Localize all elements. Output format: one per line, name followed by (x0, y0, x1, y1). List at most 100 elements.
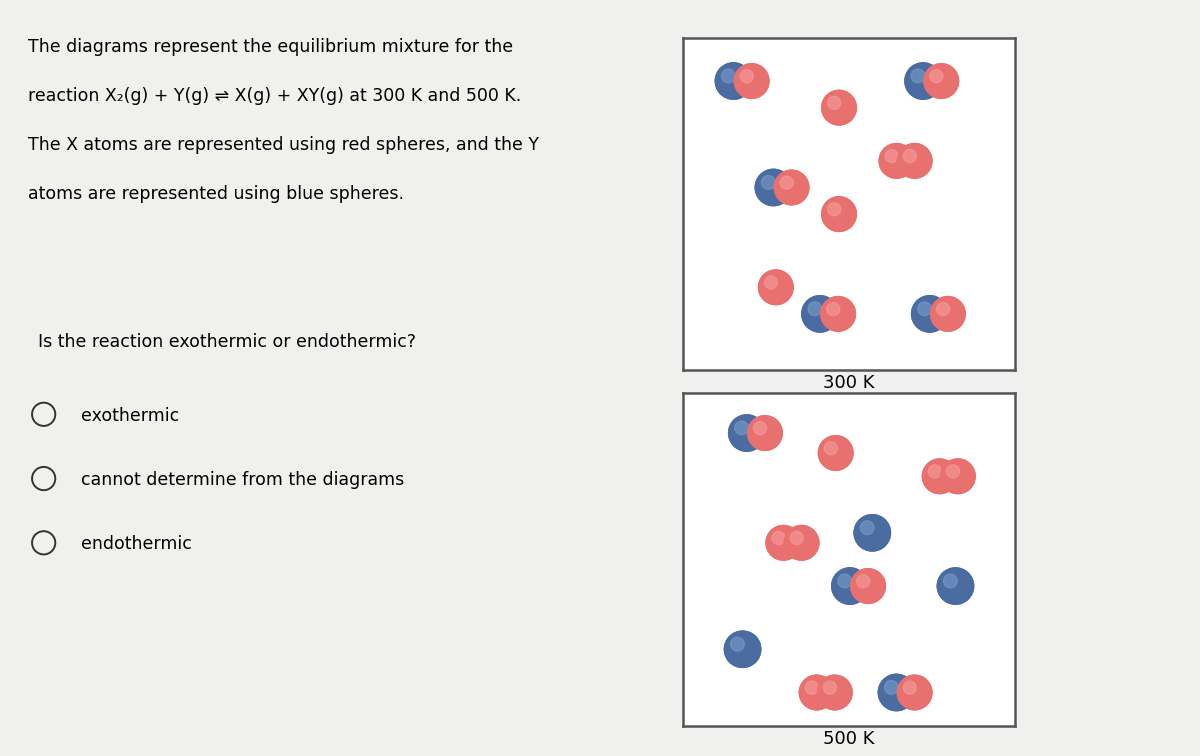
Circle shape (943, 575, 967, 598)
Circle shape (853, 572, 883, 601)
Circle shape (725, 631, 761, 668)
Circle shape (758, 172, 788, 203)
Circle shape (925, 65, 958, 97)
Circle shape (792, 533, 811, 553)
Circle shape (755, 169, 792, 206)
Circle shape (899, 145, 931, 177)
Circle shape (719, 67, 748, 95)
Circle shape (748, 416, 782, 451)
Circle shape (736, 65, 768, 97)
Circle shape (913, 297, 947, 331)
Text: reaction X₂(g) + Y(g) ⇌ X(g) + XY(g) at 300 K and 500 K.: reaction X₂(g) + Y(g) ⇌ X(g) + XY(g) at … (28, 87, 521, 105)
Circle shape (948, 466, 967, 486)
Circle shape (749, 417, 781, 449)
Circle shape (828, 304, 848, 324)
Circle shape (780, 176, 793, 189)
Circle shape (755, 423, 775, 443)
Circle shape (782, 179, 800, 196)
Circle shape (731, 637, 755, 661)
Circle shape (804, 680, 829, 705)
Circle shape (828, 203, 841, 215)
Circle shape (823, 441, 848, 466)
Circle shape (923, 459, 958, 494)
Circle shape (914, 72, 932, 90)
Circle shape (934, 299, 962, 329)
Circle shape (824, 93, 854, 122)
Circle shape (900, 146, 930, 175)
Circle shape (905, 63, 941, 99)
Circle shape (886, 150, 907, 172)
Circle shape (758, 270, 793, 305)
Circle shape (904, 681, 925, 704)
Circle shape (900, 677, 930, 708)
Circle shape (931, 71, 952, 91)
Circle shape (822, 197, 857, 231)
Circle shape (906, 152, 923, 169)
Circle shape (946, 575, 966, 596)
Circle shape (779, 175, 804, 200)
Circle shape (854, 572, 882, 600)
Circle shape (826, 443, 846, 463)
Circle shape (907, 66, 938, 97)
Circle shape (742, 71, 762, 91)
Circle shape (738, 67, 766, 94)
Circle shape (898, 675, 932, 710)
Circle shape (941, 459, 976, 494)
Text: atoms are represented using blue spheres.: atoms are represented using blue spheres… (28, 185, 404, 203)
Circle shape (912, 296, 948, 332)
Circle shape (904, 150, 917, 163)
Circle shape (808, 684, 826, 701)
Circle shape (858, 519, 887, 547)
Circle shape (823, 681, 836, 694)
Circle shape (857, 575, 880, 597)
Circle shape (764, 178, 782, 197)
Circle shape (762, 176, 785, 199)
Circle shape (803, 679, 830, 706)
Circle shape (762, 175, 775, 189)
Circle shape (734, 64, 769, 98)
Circle shape (883, 147, 910, 175)
Circle shape (823, 198, 856, 230)
Circle shape (923, 459, 958, 494)
Circle shape (793, 534, 810, 551)
Circle shape (761, 175, 786, 200)
Circle shape (756, 171, 791, 204)
Circle shape (734, 421, 749, 435)
Circle shape (809, 302, 832, 326)
Circle shape (828, 203, 850, 225)
Circle shape (949, 468, 966, 485)
Circle shape (824, 200, 854, 229)
Circle shape (851, 569, 886, 603)
Text: Is the reaction exothermic or endothermic?: Is the reaction exothermic or endothermi… (38, 333, 416, 351)
Text: The X atoms are represented using red spheres, and the Y: The X atoms are represented using red sp… (28, 136, 539, 154)
Circle shape (856, 516, 889, 550)
Circle shape (917, 301, 943, 327)
Circle shape (901, 147, 929, 175)
Circle shape (824, 442, 838, 454)
Circle shape (826, 94, 853, 121)
Circle shape (828, 96, 841, 110)
Circle shape (818, 677, 851, 708)
Circle shape (827, 302, 840, 315)
Circle shape (898, 144, 932, 178)
Circle shape (730, 637, 756, 662)
Circle shape (734, 64, 769, 98)
Circle shape (937, 568, 973, 604)
Circle shape (880, 144, 913, 178)
Circle shape (827, 202, 851, 227)
Circle shape (834, 571, 865, 602)
Circle shape (822, 439, 850, 466)
Circle shape (938, 304, 958, 324)
Circle shape (914, 299, 946, 330)
Circle shape (904, 681, 917, 694)
Circle shape (724, 70, 744, 91)
Circle shape (926, 67, 956, 96)
Circle shape (928, 464, 952, 488)
Circle shape (906, 684, 923, 701)
Circle shape (841, 577, 859, 595)
Circle shape (836, 573, 863, 599)
Circle shape (899, 677, 931, 708)
Circle shape (791, 531, 812, 554)
Circle shape (822, 298, 854, 330)
Circle shape (822, 680, 847, 705)
